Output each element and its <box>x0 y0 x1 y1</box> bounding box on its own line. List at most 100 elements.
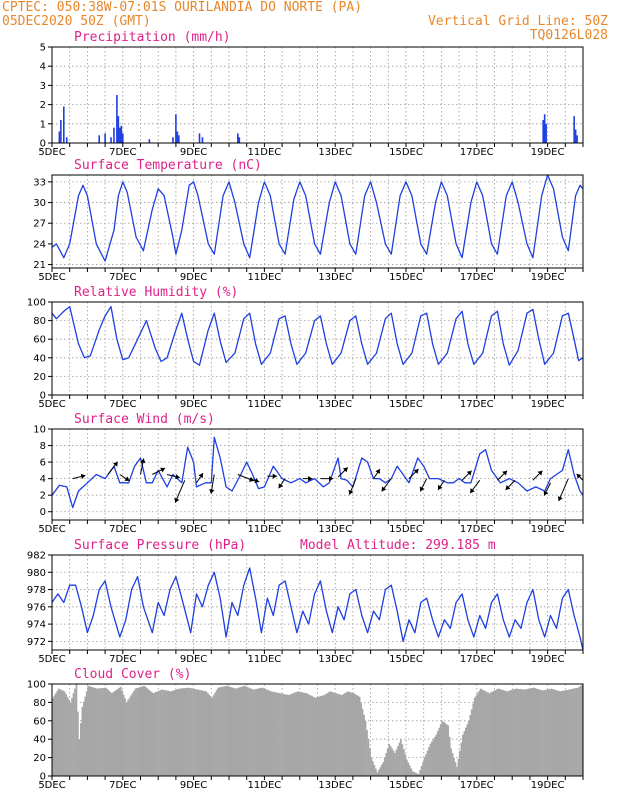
panel6-cloud-bar <box>273 691 275 776</box>
panel6-cloud-bar <box>429 743 432 776</box>
panel1-bar <box>175 114 177 143</box>
panel6-cloud-bar <box>158 690 160 776</box>
panel6-cloud-bar <box>441 720 444 776</box>
panel6-cloud-bar <box>146 688 149 776</box>
panel4-wind-arrowhead <box>124 476 130 481</box>
panel4-wind-arrowhead <box>278 483 284 489</box>
panel6-cloud-bar <box>97 688 100 776</box>
panel6-cloud-bar <box>420 765 423 776</box>
panel6-cloud-bar <box>271 691 274 776</box>
panel6-cloud-bar <box>102 687 104 776</box>
panel6-cloud-bar <box>376 772 379 776</box>
panel4-xtick-label: 11DEC <box>248 524 282 535</box>
panel6-cloud-bar <box>149 690 152 776</box>
panel5-ytick-label: 980 <box>27 568 46 579</box>
panel6-cloud-bar <box>503 690 506 776</box>
panel6-ytick-label: 20 <box>33 753 46 764</box>
panel6-cloud-bar <box>124 698 126 776</box>
panel2-xtick-label: 15DEC <box>389 272 423 283</box>
panel1-ytick-label: 4 <box>40 62 46 73</box>
panel6-cloud-bar <box>513 689 516 776</box>
panel1-bar <box>63 106 65 143</box>
panel6-cloud-bar <box>87 685 90 776</box>
panel6-cloud-bar <box>94 688 97 776</box>
panel6-cloud-bar <box>186 687 188 776</box>
panel6-cloud-bar <box>516 688 519 776</box>
panel6-cloud-bar <box>556 690 559 776</box>
panel6-cloud-bar <box>377 769 380 776</box>
panel1-bar <box>198 133 201 143</box>
panel6-cloud-bar <box>234 688 237 776</box>
panel6-cloud-bar <box>276 692 278 776</box>
panel1-bar <box>110 137 112 143</box>
panel6-cloud-bar <box>69 702 72 776</box>
panel6-cloud-bar <box>236 688 239 776</box>
panel6-cloud-bar <box>347 691 349 776</box>
panel6-cloud-bar <box>298 691 300 776</box>
panel6-cloud-bar <box>565 690 567 776</box>
panel6-cloud-bar <box>454 762 457 776</box>
panel6-cloud-bar <box>267 690 270 776</box>
panel6-cloud-bar <box>460 742 463 776</box>
panel6-cloud-bar <box>360 702 362 776</box>
panel6-cloud-bar <box>506 691 508 776</box>
panel6-cloud-bar <box>410 768 413 776</box>
panel2-ytick-label: 33 <box>33 177 46 188</box>
panel6-ytick-label: 100 <box>27 680 46 691</box>
panel4-wind-arrowhead <box>80 473 86 480</box>
panel6-cloud-bar <box>296 691 299 776</box>
panel1-ytick-label: 5 <box>40 43 46 54</box>
panel6-cloud-bar <box>161 689 163 776</box>
panel6-cloud-bar <box>512 689 514 776</box>
panel6-cloud-bar <box>448 736 451 776</box>
panel6-cloud-bar <box>167 690 169 776</box>
panel6-cloud-bar <box>336 693 339 776</box>
panel4-title: Surface Wind (m/s) <box>74 412 215 427</box>
panel6-cloud-bar <box>342 694 345 776</box>
panel6-cloud-bar <box>417 774 420 776</box>
panel6-cloud-bar <box>133 690 135 776</box>
panel6-cloud-bar <box>242 686 244 776</box>
panel3-xtick-label: 7DEC <box>109 399 136 410</box>
panel4-wind-arrowhead <box>419 486 425 492</box>
panel6-xtick-label: 5DEC <box>38 780 65 791</box>
panel4-xtick-label: 13DEC <box>318 524 352 535</box>
panel6-cloud-bar <box>363 714 365 776</box>
panel6-cloud-bar <box>488 693 491 776</box>
panel6-cloud-bar <box>580 685 582 776</box>
panel6-cloud-bar <box>144 687 147 776</box>
panel3-ytick-label: 20 <box>33 372 46 383</box>
panel6-cloud-bar <box>100 688 103 776</box>
panel6-cloud-bar <box>538 689 541 776</box>
panel6-cloud-bar <box>304 692 306 776</box>
panel6-cloud-bar <box>91 687 94 776</box>
panel6-cloud-bar <box>116 688 119 776</box>
panel6-cloud-bar <box>290 693 293 776</box>
panel5-xtick-label: 15DEC <box>389 654 423 665</box>
panel6-xtick-label: 13DEC <box>318 780 352 791</box>
panel6-cloud-bar <box>330 691 333 776</box>
panel6-xtick-label: 7DEC <box>109 780 136 791</box>
panel6-cloud-bar <box>404 754 407 776</box>
panel1-xtick-label: 17DEC <box>460 147 494 158</box>
panel6-cloud-bar <box>392 750 395 776</box>
panel4-xtick-label: 7DEC <box>109 524 136 535</box>
panel6-cloud-bar <box>134 688 137 776</box>
panel6-cloud-bar <box>316 697 318 776</box>
panel6-cloud-bar <box>367 739 370 776</box>
panel6-cloud-bar <box>451 753 454 776</box>
panel6-cloud-bar <box>490 692 492 776</box>
panel6-cloud-bar <box>226 685 228 776</box>
panel6-cloud-bar <box>369 748 371 776</box>
panel6-xtick-label: 9DEC <box>180 780 207 791</box>
panel1-xtick-label: 9DEC <box>180 147 207 158</box>
panel6-cloud-bar <box>444 723 447 776</box>
panel6-cloud-bar <box>485 691 488 776</box>
panel6-cloud-bar <box>211 697 213 776</box>
panel1-bar <box>60 119 62 143</box>
panel1-ytick-label: 3 <box>40 81 46 92</box>
panel3-xtick-label: 11DEC <box>248 399 282 410</box>
panel2-ytick-label: 27 <box>33 219 46 230</box>
panel6-cloud-bar <box>497 688 500 776</box>
panel4-wind-arrowhead <box>505 485 511 490</box>
